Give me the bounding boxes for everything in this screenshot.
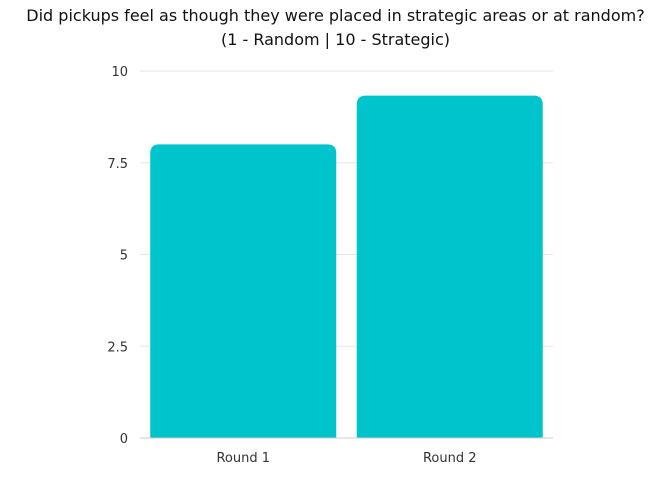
y-tick-label: 5 xyxy=(120,249,128,264)
x-axis-labels: Round 1 Round 2 xyxy=(216,451,476,466)
y-tick-label: 10 xyxy=(111,65,128,80)
y-axis-ticks: 0 2.5 5 7.5 10 xyxy=(107,65,128,447)
x-tick-label: Round 1 xyxy=(216,451,270,466)
y-tick-label: 0 xyxy=(120,432,128,447)
bar-round-2 xyxy=(356,95,543,439)
y-tick-label: 7.5 xyxy=(107,157,128,172)
bar-round-1 xyxy=(150,144,337,438)
bars xyxy=(150,95,543,439)
x-tick-label: Round 2 xyxy=(423,451,477,466)
chart-subtitle: (1 - Random | 10 - Strategic) xyxy=(220,30,451,49)
chart-title: Did pickups feel as though they were pla… xyxy=(26,6,645,25)
y-tick-label: 2.5 xyxy=(107,340,128,355)
chart-title-block: Did pickups feel as though they were pla… xyxy=(0,4,671,52)
